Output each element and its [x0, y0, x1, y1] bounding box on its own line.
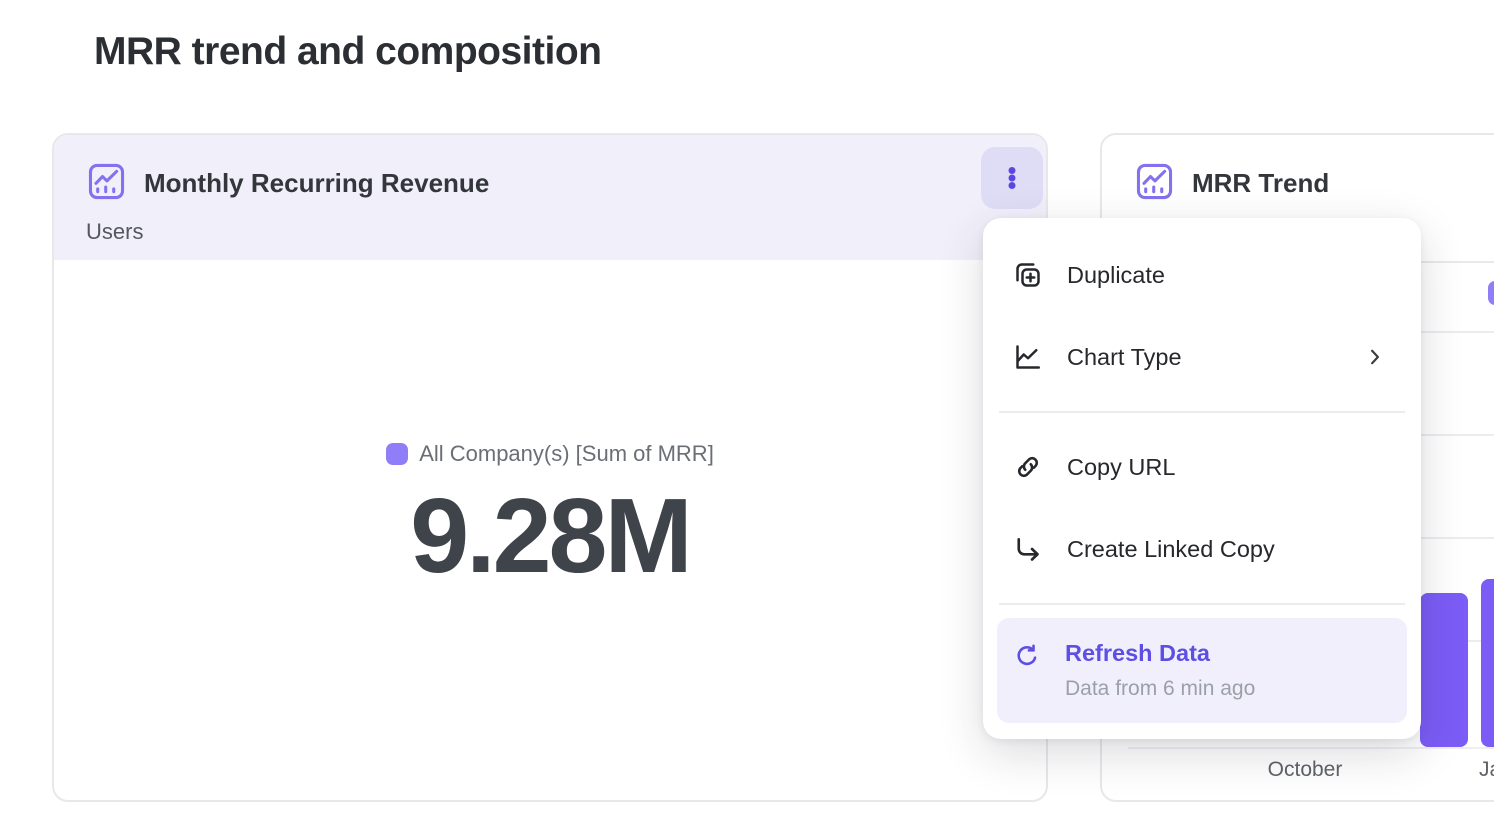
legend-swatch [386, 443, 409, 466]
legend-swatch [1488, 281, 1494, 305]
menu-item-label: Create Linked Copy [1067, 535, 1275, 562]
mrr-card-title: Monthly Recurring Revenue [144, 168, 490, 198]
mrr-legend-item[interactable]: All Company(s) [Sum of MRR] [386, 441, 714, 467]
card-options-menu: Duplicate Chart Type Copy URL [983, 218, 1421, 739]
widget-chart-icon [1136, 163, 1173, 200]
menu-separator [999, 411, 1405, 413]
chevron-right-icon [1365, 347, 1385, 367]
menu-item-duplicate[interactable]: Duplicate [997, 234, 1407, 316]
legend-label: All Company(s) [Sum of MRR] [419, 441, 714, 467]
x-axis-line [1128, 747, 1494, 749]
mrr-card-header: Monthly Recurring Revenue Users [54, 135, 1046, 260]
menu-item-copy-url[interactable]: Copy URL [997, 426, 1407, 508]
widget-chart-icon [88, 163, 125, 200]
menu-item-chart-type[interactable]: Chart Type [997, 316, 1407, 398]
mrr-card-body: All Company(s) [Sum of MRR] 9.28M [54, 260, 1046, 800]
menu-item-label: Duplicate [1067, 261, 1165, 288]
bar-december[interactable] [1420, 593, 1468, 747]
bar-january[interactable] [1481, 579, 1494, 747]
chart-type-icon [1013, 342, 1043, 372]
mrr-big-number: 9.28M [410, 477, 693, 596]
x-axis-label-january: Ja [1479, 758, 1494, 781]
page-title: MRR trend and composition [94, 30, 602, 73]
card-options-button[interactable] [981, 147, 1043, 209]
refresh-data-label: Refresh Data [1065, 640, 1210, 666]
menu-item-label: Chart Type [1067, 343, 1182, 370]
menu-item-create-linked-copy[interactable]: Create Linked Copy [997, 508, 1407, 590]
x-axis-label-october: October [1267, 758, 1343, 781]
link-icon [1013, 452, 1043, 482]
menu-separator [999, 603, 1405, 605]
kebab-menu-icon [998, 164, 1026, 192]
mrr-card-subtitle: Users [86, 219, 144, 244]
linked-copy-icon [1013, 534, 1043, 564]
menu-item-label: Copy URL [1067, 453, 1176, 480]
mrr-card: Monthly Recurring Revenue Users All Comp… [52, 133, 1048, 802]
menu-item-refresh-data[interactable]: Refresh Data Data from 6 min ago [997, 618, 1407, 723]
refresh-data-sublabel: Data from 6 min ago [1065, 677, 1256, 700]
refresh-icon [1013, 642, 1041, 670]
duplicate-icon [1013, 260, 1043, 290]
trend-card-title: MRR Trend [1192, 168, 1330, 198]
